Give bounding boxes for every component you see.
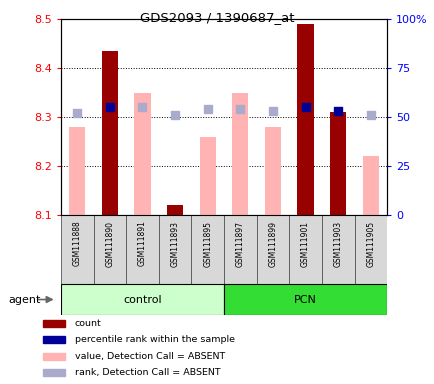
Text: GSM111901: GSM111901 (300, 220, 309, 266)
Text: count: count (75, 319, 101, 328)
Bar (61, 284, 224, 315)
Bar (158, 215, 191, 284)
Bar (224, 215, 256, 284)
Bar (126, 215, 158, 284)
Text: GSM111891: GSM111891 (138, 220, 147, 266)
Bar (224, 284, 386, 315)
Bar (232, 93, 248, 215)
Bar (43, 369, 65, 376)
Bar (93, 215, 126, 284)
Text: GDS2093 / 1390687_at: GDS2093 / 1390687_at (140, 12, 294, 25)
Text: agent: agent (9, 295, 41, 305)
Point (204, 106, 211, 113)
Point (171, 112, 178, 118)
Bar (297, 24, 313, 215)
Point (237, 106, 243, 113)
Point (106, 104, 113, 111)
Text: rank, Detection Call = ABSENT: rank, Detection Call = ABSENT (75, 368, 220, 377)
Bar (329, 112, 345, 215)
Text: value, Detection Call = ABSENT: value, Detection Call = ABSENT (75, 352, 224, 361)
Text: GSM111905: GSM111905 (365, 220, 375, 267)
Text: PCN: PCN (293, 295, 316, 305)
Text: GSM111903: GSM111903 (333, 220, 342, 267)
Text: GSM111899: GSM111899 (268, 220, 277, 266)
Text: GSM111893: GSM111893 (170, 220, 179, 266)
Point (367, 112, 374, 118)
Bar (102, 51, 118, 215)
Bar (69, 127, 85, 215)
Point (269, 108, 276, 114)
Bar (61, 215, 93, 284)
Text: GSM111897: GSM111897 (235, 220, 244, 266)
Text: GSM111888: GSM111888 (72, 220, 82, 266)
Bar (264, 127, 280, 215)
Bar (43, 336, 65, 343)
Point (74, 110, 81, 116)
Text: control: control (123, 295, 161, 305)
Bar (134, 93, 150, 215)
Point (302, 104, 309, 111)
Bar (354, 215, 386, 284)
Bar (43, 320, 65, 327)
Text: GSM111895: GSM111895 (203, 220, 212, 266)
Text: GSM111890: GSM111890 (105, 220, 114, 266)
Bar (289, 215, 321, 284)
Bar (43, 353, 65, 360)
Bar (321, 215, 354, 284)
Bar (256, 215, 289, 284)
Text: percentile rank within the sample: percentile rank within the sample (75, 335, 234, 344)
Point (334, 108, 341, 114)
Bar (191, 215, 224, 284)
Bar (362, 156, 378, 215)
Point (139, 104, 146, 111)
Bar (167, 205, 183, 215)
Bar (199, 137, 215, 215)
